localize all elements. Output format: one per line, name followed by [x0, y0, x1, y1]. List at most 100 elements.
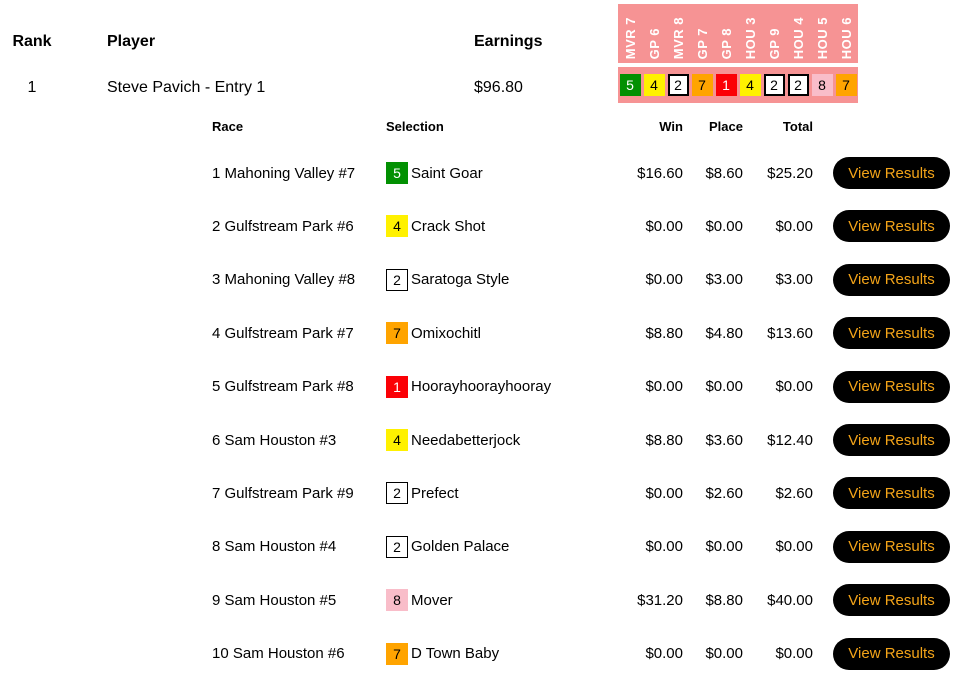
place-amount: $3.60	[705, 431, 743, 449]
win-amount: $8.80	[645, 431, 683, 449]
selection-cell: 8 Mover	[386, 574, 453, 626]
race-cell: 4 Gulfstream Park #7	[212, 324, 354, 342]
saddlecloth-number-badge: 1	[386, 375, 408, 398]
pick-number-badge: 8	[811, 74, 833, 96]
result-row: 1 Mahoning Valley #7 5 Saint Goar $16.60 $8.…	[0, 147, 972, 199]
pick-number-badge: 2	[667, 74, 689, 96]
place-amount: $8.80	[705, 591, 743, 609]
saddlecloth-number-badge: 2	[386, 535, 408, 558]
earnings-header: Earnings	[474, 33, 543, 50]
race-cell: 8 Sam Houston #4	[212, 538, 337, 556]
pick-number-badge: 4	[643, 74, 665, 96]
selection-cell: 2 Golden Palace	[386, 521, 509, 573]
view-results-button[interactable]: View Results	[833, 477, 950, 510]
horse-name: Hoorayhoorayhooray	[411, 378, 552, 396]
pick-number-badge: 5	[619, 74, 641, 96]
saddlecloth-number-badge: 2	[386, 482, 408, 505]
race-column: GP 6	[642, 4, 666, 63]
race-column: HOU 3	[738, 4, 762, 63]
view-results-button[interactable]: View Results	[833, 637, 950, 670]
saddlecloth-number-badge: 5	[386, 162, 408, 184]
result-row: 8 Sam Houston #4 2 Golden Palace $0.00 $0.00…	[0, 521, 972, 573]
saddlecloth-number-badge: 4	[386, 429, 408, 451]
selection-cell: 2 Saratoga Style	[386, 254, 509, 306]
view-results-button[interactable]: View Results	[833, 584, 950, 617]
horse-name: Saratoga Style	[411, 271, 510, 289]
race-column: HOU 6	[834, 4, 858, 63]
saddlecloth-number-badge: 7	[386, 322, 408, 345]
view-results-button[interactable]: View Results	[833, 210, 950, 243]
race-column: MVR 7	[618, 4, 642, 63]
result-row: 3 Mahoning Valley #8 2 Saratoga Style $0.00…	[0, 254, 972, 306]
view-results-button[interactable]: View Results	[833, 530, 950, 563]
race-cell: 2 Gulfstream Park #6	[212, 217, 354, 235]
race-cell: 6 Sam Houston #3	[212, 431, 337, 449]
race-column-label: GP 6	[646, 27, 662, 59]
selection-cell: 4 Needabetterjock	[386, 414, 520, 466]
race-column-label: MVR 8	[670, 16, 686, 59]
race-column: MVR 8	[666, 4, 690, 63]
horse-name: D Town Baby	[411, 645, 500, 663]
entry-player: Steve Pavich - Entry 1	[107, 79, 266, 96]
win-column-header: Win	[659, 119, 683, 134]
horse-name: Needabetterjock	[411, 431, 521, 449]
horse-name: Golden Palace	[411, 538, 510, 556]
pick-badge-cell: 2	[666, 67, 690, 103]
total-amount: $0.00	[775, 217, 813, 235]
horse-name: Saint Goar	[411, 164, 483, 182]
horse-name: Prefect	[411, 484, 459, 502]
place-amount: $4.80	[705, 324, 743, 342]
pick-badge-cell: 2	[786, 67, 810, 103]
win-amount: $0.00	[645, 217, 683, 235]
win-amount: $16.60	[637, 164, 683, 182]
race-column-label: HOU 4	[790, 16, 806, 59]
view-results-button[interactable]: View Results	[833, 317, 950, 350]
total-amount: $12.40	[767, 431, 813, 449]
race-cell: 7 Gulfstream Park #9	[212, 484, 354, 502]
selection-cell: 1 Hoorayhoorayhooray	[386, 361, 551, 413]
total-amount: $13.60	[767, 324, 813, 342]
race-column: HOU 5	[810, 4, 834, 63]
win-amount: $0.00	[645, 538, 683, 556]
total-amount: $25.20	[767, 164, 813, 182]
horse-name: Omixochitl	[411, 324, 482, 342]
race-cell: 10 Sam Houston #6	[212, 645, 345, 663]
total-amount: $3.00	[775, 271, 813, 289]
race-cell: 9 Sam Houston #5	[212, 591, 337, 609]
race-cell: 1 Mahoning Valley #7	[212, 164, 356, 182]
total-amount: $0.00	[775, 378, 813, 396]
result-row: 7 Gulfstream Park #9 2 Prefect $0.00 $2.60 $2…	[0, 467, 972, 519]
place-amount: $0.00	[705, 217, 743, 235]
horse-name: Mover	[411, 591, 453, 609]
view-results-button[interactable]: View Results	[833, 424, 950, 456]
race-column-label: GP 8	[718, 27, 734, 59]
total-amount: $0.00	[775, 645, 813, 663]
total-column-header: Total	[782, 119, 813, 134]
selection-cell: 2 Prefect	[386, 467, 459, 519]
race-column-label: GP 7	[694, 27, 710, 59]
race-column-label: MVR 7	[622, 16, 638, 59]
view-results-button[interactable]: View Results	[833, 370, 950, 403]
race-column: HOU 4	[786, 4, 810, 63]
total-amount: $2.60	[775, 484, 813, 502]
entry-earnings: $96.80	[474, 79, 523, 96]
pick-badge-cell: 7	[834, 67, 858, 103]
pick-number-badge: 4	[739, 74, 761, 96]
view-results-button[interactable]: View Results	[833, 157, 950, 189]
pick-number-badge: 7	[691, 74, 713, 96]
pick-badge-cell: 5	[618, 67, 642, 103]
pick-badge-cell: 4	[738, 67, 762, 103]
pick-badge-cell: 8	[810, 67, 834, 103]
saddlecloth-number-badge: 4	[386, 215, 408, 238]
view-results-button[interactable]: View Results	[833, 263, 950, 296]
place-amount: $0.00	[705, 378, 743, 396]
selection-cell: 5 Saint Goar	[386, 147, 483, 199]
race-columns-header: MVR 7 GP 6 MVR 8 GP 7 GP 8 HOU 3 GP 9 HOU 4 HOU …	[618, 4, 858, 63]
result-row: 5 Gulfstream Park #8 1 Hoorayhoorayhooray $…	[0, 361, 972, 413]
race-column-label: HOU 3	[742, 16, 758, 59]
pick-badge-cell: 4	[642, 67, 666, 103]
race-column: GP 8	[714, 4, 738, 63]
win-amount: $0.00	[645, 271, 683, 289]
race-cell: 5 Gulfstream Park #8	[212, 378, 354, 396]
saddlecloth-number-badge: 2	[386, 268, 408, 291]
